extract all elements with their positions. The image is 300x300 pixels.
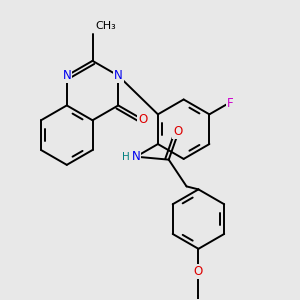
Text: N: N xyxy=(62,69,71,82)
Text: F: F xyxy=(227,98,234,110)
Text: H: H xyxy=(122,152,130,162)
Text: O: O xyxy=(138,113,147,126)
Text: O: O xyxy=(194,265,203,278)
Text: CH₃: CH₃ xyxy=(95,21,116,31)
Text: N: N xyxy=(114,69,123,82)
Text: N: N xyxy=(132,150,140,163)
Text: O: O xyxy=(173,125,182,138)
